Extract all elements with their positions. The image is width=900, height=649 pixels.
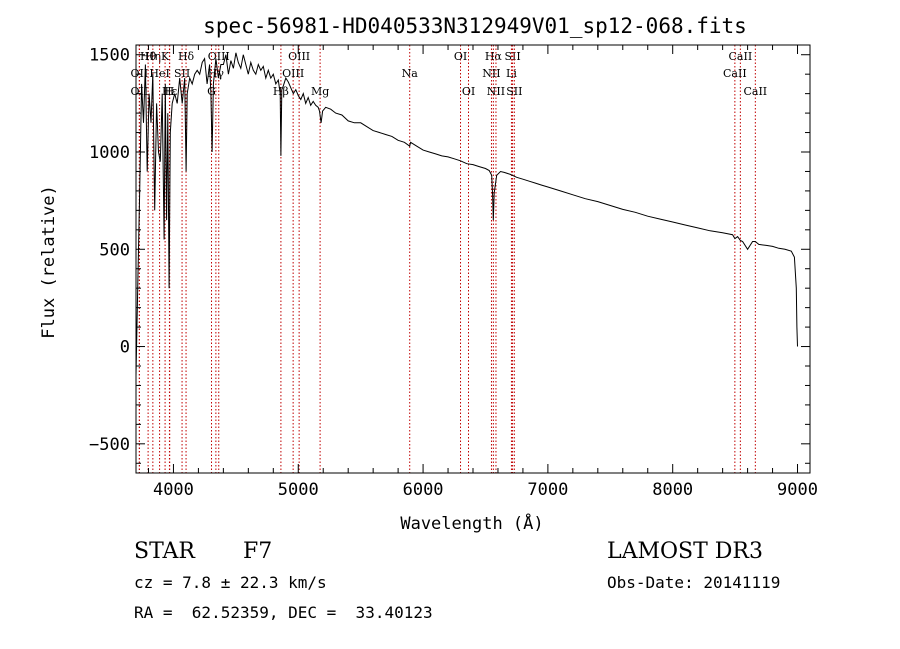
- object-type: STAR: [134, 539, 195, 564]
- y-axis-label: Flux (relative): [39, 185, 59, 339]
- line-label: Na: [402, 67, 419, 80]
- x-axis: 4000 5000 6000 7000 8000 9000: [147, 45, 818, 500]
- plot-frame: [135, 44, 811, 474]
- y-tick-label: 500: [99, 240, 130, 260]
- x-tick-label: 8000: [652, 480, 693, 500]
- line-label: CaII: [743, 85, 767, 98]
- coordinates: RA = 62.52359, DEC = 33.40123: [134, 603, 433, 622]
- line-label: OI: [462, 85, 475, 98]
- survey-name: LAMOST DR3: [607, 539, 763, 564]
- line-label: SII: [504, 50, 520, 63]
- line-label: OIII: [282, 67, 304, 80]
- line-label: SII: [174, 67, 190, 80]
- line-label: OIII: [288, 50, 310, 63]
- y-tick-label: 0: [120, 338, 130, 358]
- x-tick-label: 9000: [777, 480, 818, 500]
- y-tick-label: 1000: [89, 143, 130, 163]
- line-label: Li: [506, 67, 517, 80]
- spectrum-line: [135, 52, 798, 376]
- observation-date: Obs-Date: 20141119: [607, 573, 781, 592]
- line-label: Hβ: [273, 85, 289, 98]
- emission-line-markers: HθOIIOIIHηKHeISIIHHεHδOIIIHγGOIIIOIIIHβM…: [131, 45, 767, 473]
- line-label: K: [161, 50, 170, 63]
- line-label: CaII: [729, 50, 753, 63]
- line-label: Hα: [485, 50, 503, 63]
- line-label: Hδ: [178, 50, 195, 63]
- redshift-cz: cz = 7.8 ± 22.3 km/s: [134, 573, 327, 592]
- subclass: F7: [243, 539, 273, 564]
- chart-title: spec-56981-HD040533N312949V01_sp12-068.f…: [203, 14, 747, 38]
- line-label: NII: [482, 67, 500, 80]
- line-label: Hε: [162, 85, 178, 98]
- y-axis: −500 0 500 1000 1500: [89, 46, 810, 464]
- x-axis-label: Wavelength (Å): [400, 512, 543, 534]
- x-tick-label: 6000: [403, 480, 444, 500]
- y-tick-label: 1500: [89, 46, 130, 66]
- y-tick-label: −500: [89, 435, 130, 455]
- line-label: Hη: [145, 50, 161, 63]
- line-label: Mg: [311, 85, 329, 98]
- line-label: SII: [506, 85, 522, 98]
- x-tick-label: 5000: [278, 480, 319, 500]
- line-label: G: [207, 85, 216, 98]
- line-label: OI: [454, 50, 467, 63]
- line-label: OII: [131, 85, 149, 98]
- x-tick-label: 7000: [527, 480, 568, 500]
- x-tick-label: 4000: [153, 480, 194, 500]
- line-label: CaII: [723, 67, 747, 80]
- line-label: HeI: [149, 67, 169, 80]
- line-label: NII: [487, 85, 505, 98]
